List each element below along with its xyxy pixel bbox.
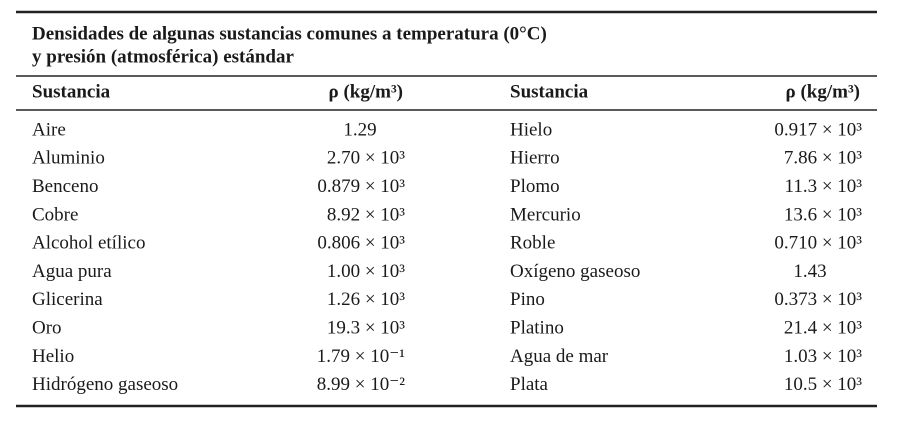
substance-name: Hielo <box>510 119 552 140</box>
substance-name: Plata <box>510 374 549 395</box>
density-value: 0.806 × 10³ <box>317 233 405 254</box>
header-substance: Sustancia <box>32 81 111 102</box>
substance-name: Oro <box>32 317 62 338</box>
density-value: 8.99 × 10⁻² <box>317 374 405 395</box>
density-value: 0.373 × 10³ <box>774 289 862 310</box>
density-value: 13.6 × 10³ <box>784 204 862 225</box>
substance-name: Cobre <box>32 204 78 225</box>
substance-name: Alcohol etílico <box>32 233 145 254</box>
density-value: 21.4 × 10³ <box>784 317 862 338</box>
density-value: 1.43 <box>793 261 826 282</box>
substance-name: Glicerina <box>32 289 103 310</box>
density-value: 2.70 × 10³ <box>327 148 405 169</box>
density-value: 1.03 × 10³ <box>784 346 862 367</box>
table-title: y presión (atmosférica) estándar <box>32 46 294 67</box>
substance-name: Hidrógeno gaseoso <box>32 374 178 395</box>
density-value: 8.92 × 10³ <box>327 204 405 225</box>
density-value: 11.3 × 10³ <box>785 176 863 197</box>
density-value: 1.29 <box>343 119 376 140</box>
substance-name: Roble <box>510 233 555 254</box>
density-value: 10.5 × 10³ <box>784 374 862 395</box>
density-value: 0.917 × 10³ <box>774 119 862 140</box>
substance-name: Plomo <box>510 176 560 197</box>
substance-name: Agua de mar <box>510 346 609 367</box>
header-substance: Sustancia <box>510 81 589 102</box>
substance-name: Mercurio <box>510 204 581 225</box>
density-value: 1.26 × 10³ <box>327 289 405 310</box>
substance-name: Hierro <box>510 148 560 169</box>
substance-name: Pino <box>510 289 545 310</box>
table-title: Densidades de algunas sustancias comunes… <box>32 23 547 44</box>
header-density: ρ (kg/m³) <box>329 81 403 102</box>
density-value: 7.86 × 10³ <box>784 148 862 169</box>
density-value: 0.879 × 10³ <box>317 176 405 197</box>
substance-name: Platino <box>510 317 564 338</box>
substance-name: Aire <box>32 119 66 140</box>
header-density: ρ (kg/m³) <box>786 81 860 102</box>
substance-name: Aluminio <box>32 148 105 169</box>
substance-name: Oxígeno gaseoso <box>510 261 640 282</box>
density-value: 0.710 × 10³ <box>774 233 862 254</box>
substance-name: Benceno <box>32 176 98 197</box>
substance-name: Helio <box>32 346 74 367</box>
density-value: 1.00 × 10³ <box>327 261 405 282</box>
density-value: 1.79 × 10⁻¹ <box>317 346 405 367</box>
substance-name: Agua pura <box>32 261 112 282</box>
density-value: 19.3 × 10³ <box>327 317 405 338</box>
